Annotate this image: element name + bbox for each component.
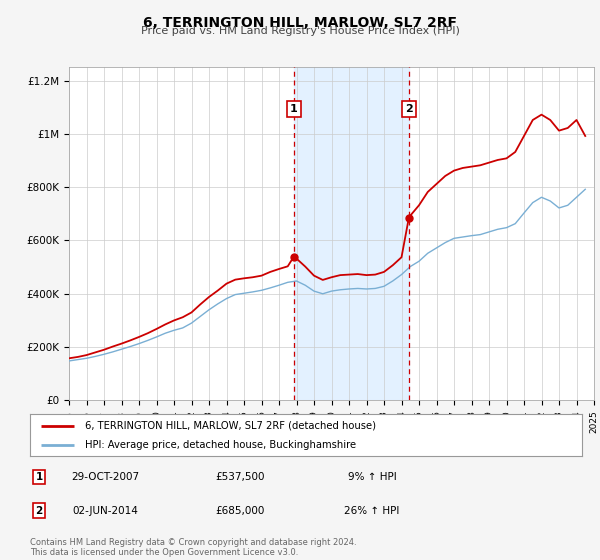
- Text: 9% ↑ HPI: 9% ↑ HPI: [347, 472, 397, 482]
- Text: HPI: Average price, detached house, Buckinghamshire: HPI: Average price, detached house, Buck…: [85, 440, 356, 450]
- Text: 02-JUN-2014: 02-JUN-2014: [72, 506, 138, 516]
- Text: 1: 1: [290, 104, 298, 114]
- Text: 6, TERRINGTON HILL, MARLOW, SL7 2RF (detached house): 6, TERRINGTON HILL, MARLOW, SL7 2RF (det…: [85, 421, 376, 431]
- Text: 2: 2: [405, 104, 413, 114]
- Text: Price paid vs. HM Land Registry's House Price Index (HPI): Price paid vs. HM Land Registry's House …: [140, 26, 460, 36]
- Text: 6, TERRINGTON HILL, MARLOW, SL7 2RF: 6, TERRINGTON HILL, MARLOW, SL7 2RF: [143, 16, 457, 30]
- Text: £685,000: £685,000: [215, 506, 265, 516]
- Text: 29-OCT-2007: 29-OCT-2007: [71, 472, 139, 482]
- Text: 1: 1: [35, 472, 43, 482]
- Bar: [293, 67, 409, 400]
- Text: £537,500: £537,500: [215, 472, 265, 482]
- Text: 2: 2: [35, 506, 43, 516]
- Text: Contains HM Land Registry data © Crown copyright and database right 2024.
This d: Contains HM Land Registry data © Crown c…: [30, 538, 356, 557]
- Text: 26% ↑ HPI: 26% ↑ HPI: [344, 506, 400, 516]
